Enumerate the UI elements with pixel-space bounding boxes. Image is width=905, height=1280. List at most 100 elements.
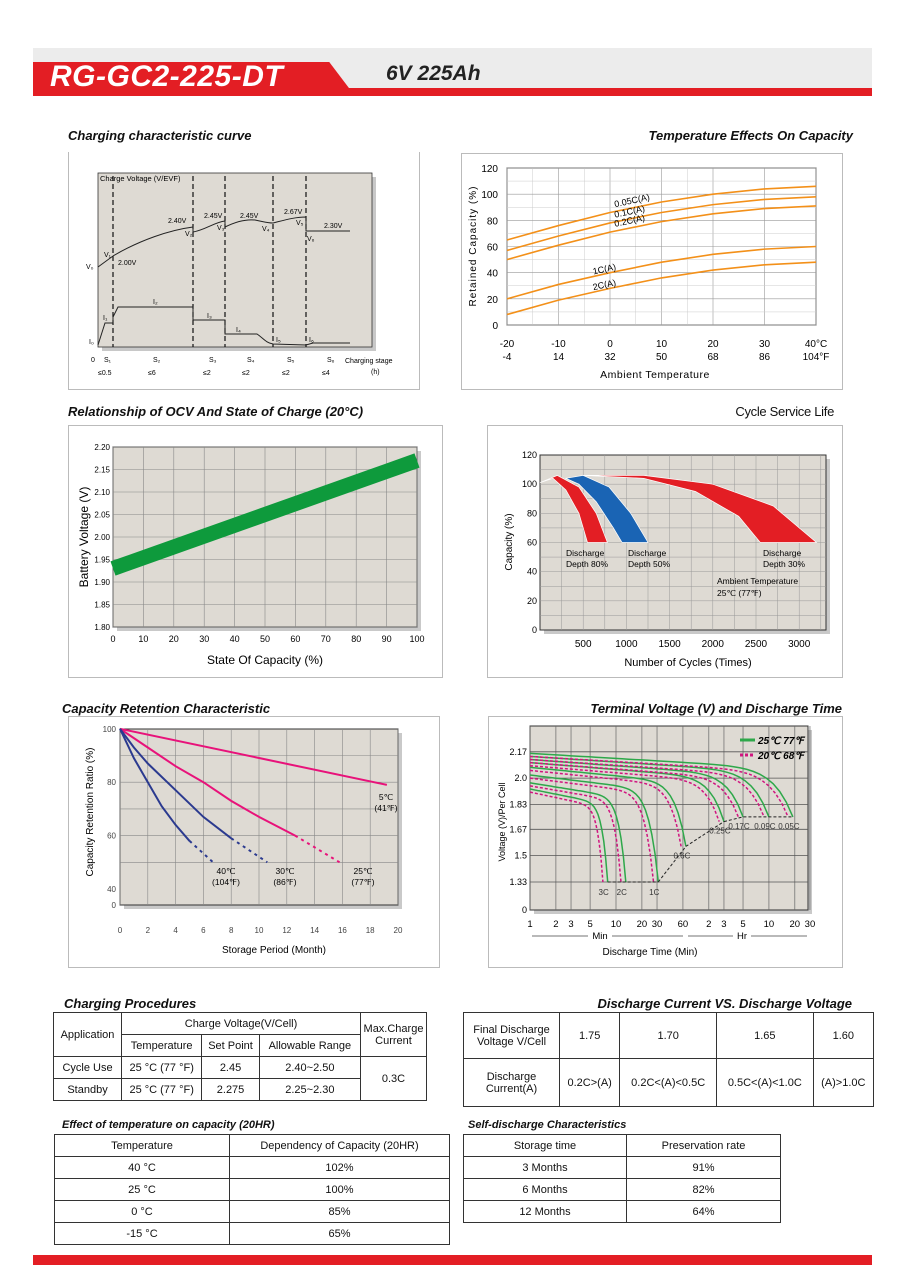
discharge-curve [529, 769, 682, 847]
stage-hours: ≤2 [203, 370, 211, 377]
stage-hours: ≤4 [322, 370, 330, 377]
series-label: Depth 30% [763, 559, 805, 569]
x-tick-label: 60 [290, 634, 300, 644]
v-label: V₆ [307, 236, 315, 243]
x-tick-label: 16 [338, 926, 347, 935]
y-tick-label: 120 [481, 164, 498, 175]
series-line-dashed [294, 834, 341, 864]
discharge-voltage-table: Final Discharge Voltage V/Cell 1.75 1.70 1.… [463, 1012, 875, 1107]
v-label: V₃ [217, 225, 225, 232]
stage-label: S₂ [153, 357, 161, 364]
x-tick-label: 10 [764, 919, 775, 930]
table-cell: 0 °C [54, 1200, 230, 1223]
retention-chart: 0 2 4 6 8 10 12 14 16 18 20 0 40 60 80 100 5℃(41℉) 25℃(77… [85, 725, 403, 956]
header-rule [340, 88, 872, 96]
voltage-label: 2.00V [118, 260, 137, 267]
series-label: 0.17C [728, 822, 750, 831]
table-row: 0 °C 85% [54, 1200, 450, 1223]
x-tick-label: 5 [740, 919, 745, 930]
discharge-curve [529, 755, 789, 818]
x-tick-label: 0 [118, 926, 123, 935]
y-tick-label: 100 [103, 725, 117, 734]
series-label: 40℃ [216, 866, 235, 876]
x-tick-label: 60 [678, 919, 689, 930]
table-cell: 3 Months [463, 1156, 627, 1179]
header-cell: Max.Charge Current [360, 1012, 427, 1057]
y-tick-label: 1.83 [509, 800, 527, 810]
y-tick-label: 0 [112, 901, 117, 910]
series-label: 30℃ [275, 866, 294, 876]
y-tick-label: 1.5 [514, 851, 527, 861]
voltage-label: 2.67V [284, 209, 303, 216]
x-tick-label-f: 50 [656, 352, 668, 363]
y-axis-label: Capacity (%) [504, 513, 515, 570]
table-cell: 0.2C>(A) [558, 1058, 621, 1107]
discharge-curve [529, 766, 687, 847]
v-label: V₁ [104, 252, 112, 259]
table-cell: 12 Months [463, 1200, 627, 1223]
discharge-curve [529, 782, 627, 883]
v-label: V₅ [296, 220, 304, 227]
stage-label: S₅ [287, 357, 295, 364]
table-cell: 82% [626, 1178, 781, 1201]
section-title: Charging characteristic curve [68, 128, 252, 143]
annotation: Ambient Temperature [717, 576, 798, 586]
section-title: Charging Procedures [64, 996, 197, 1011]
y-tick-label: 80 [527, 508, 537, 518]
x-tick-label: 20 [790, 919, 801, 930]
y-tick-label: 2.10 [94, 488, 110, 497]
y-axis-label: Voltage (V)/Per Cell [497, 782, 507, 861]
charging-curve-chart: Charge Voltage (V/EVF) 2.00V 2.40V 2.45V… [86, 172, 393, 377]
discharge-curve [529, 765, 720, 822]
table-cell: (A)>1.0C [812, 1058, 875, 1107]
section-title: Cycle Service Life [735, 404, 834, 419]
footer-bar [33, 1255, 872, 1265]
x-tick-label: 50 [260, 634, 270, 644]
model-banner [33, 62, 355, 96]
x-tick-label: -20 [500, 339, 515, 350]
section-title: Self-discharge Characteristics [468, 1119, 627, 1131]
plot-area [97, 172, 373, 348]
section-title: Capacity Retention Characteristic [62, 701, 271, 716]
x-tick-label: 1500 [658, 639, 681, 650]
x-tick-label: 10 [611, 919, 622, 930]
ocv-chart: 0 10 20 30 40 50 60 70 80 90 100 1.80 1.85 1.90 1.95 2.… [77, 443, 425, 667]
series-label: 0.25C [709, 827, 731, 836]
depth-band [539, 475, 608, 543]
x-tick-label: 20 [394, 926, 403, 935]
x-tick-label: 8 [229, 926, 234, 935]
discharge-curve [529, 788, 609, 883]
x-tick-label: -10 [551, 339, 566, 350]
x-axis-label: Charging stage [345, 358, 393, 365]
table-row: -15 °C 65% [54, 1222, 450, 1245]
series-label: (77℉) [351, 877, 374, 887]
temperature-chart: -20 -4 -10 14 0 32 10 50 20 68 30 86 40°C 104°F 0 20 40 6… [468, 164, 829, 381]
table-cell: -15 °C [54, 1222, 230, 1245]
table-cell: 100% [229, 1178, 450, 1201]
table-cell: 1.65 [715, 1012, 814, 1059]
x-axis-label: Discharge Time (Min) [602, 947, 697, 958]
series-label: Depth 80% [566, 559, 608, 569]
y-tick-label: 0 [532, 625, 537, 635]
voltage-label: 2.45V [240, 213, 259, 220]
series-label: 1C(A) [592, 262, 617, 277]
y-tick-label: 1.95 [94, 556, 110, 565]
table-cell: Cycle Use [52, 1056, 123, 1079]
table-cell: 102% [229, 1156, 450, 1179]
section-title: Relationship of OCV And State of Charge … [68, 404, 364, 419]
series-line [506, 261, 817, 316]
x-tick-label: 30 [199, 634, 209, 644]
x-axis-label: Number of Cycles (Times) [624, 657, 751, 669]
y-axis-label: Capacity Retention Ratio (%) [85, 748, 96, 877]
x-tick-label: 3 [721, 919, 726, 930]
stage-hours: ≤2 [282, 370, 290, 377]
table-cell: 0.3C [360, 1056, 427, 1101]
x-tick-label: 2 [706, 919, 711, 930]
series-label: 1C [649, 888, 659, 897]
series-line [506, 185, 817, 241]
table-cell: Discharge Current(A) [463, 1058, 560, 1107]
unit-label: Min [592, 931, 607, 942]
series-label: Discharge [763, 548, 802, 558]
table-cell: 2.45 [201, 1056, 260, 1079]
y-axis-label: Charge Voltage (V/EVF) [100, 174, 181, 183]
